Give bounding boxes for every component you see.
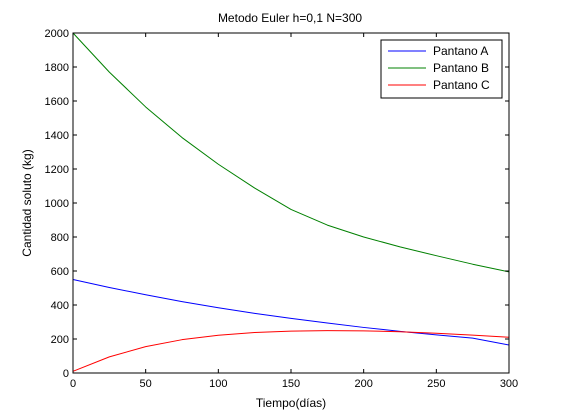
y-tick-label: 0	[63, 368, 69, 380]
x-tick-label: 200	[354, 378, 372, 390]
y-tick-label: 200	[51, 334, 69, 346]
y-tick-label: 800	[51, 232, 69, 244]
legend-label: Pantano B	[433, 61, 489, 75]
series-layer	[72, 32, 510, 372]
y-tick-label: 600	[51, 266, 69, 278]
x-tick-label: 250	[427, 378, 445, 390]
x-axis-ticks: 0 50 100 150 200 250 300	[70, 33, 518, 390]
x-tick-label: 100	[209, 378, 227, 390]
y-tick-label: 1600	[45, 96, 69, 108]
legend-label: Pantano C	[433, 78, 490, 92]
series-line-pantano-c	[72, 330, 510, 372]
x-tick-label: 0	[70, 378, 76, 390]
legend-label: Pantano A	[433, 44, 488, 58]
legend-box	[380, 39, 503, 99]
legend: Pantano A Pantano B Pantano C	[380, 39, 503, 99]
chart-title: Metodo Euler h=0,1 N=300	[218, 11, 362, 25]
x-tick-label: 50	[140, 378, 152, 390]
x-tick-label: 300	[500, 378, 518, 390]
y-tick-label: 1200	[45, 164, 69, 176]
legend-items: Pantano A Pantano B Pantano C	[388, 44, 490, 92]
x-axis-label: Tiempo(días)	[256, 396, 326, 410]
y-tick-label: 400	[51, 300, 69, 312]
x-tick-label: 150	[282, 378, 300, 390]
y-tick-label: 1000	[45, 198, 69, 210]
y-axis-ticks: 0 200 400 600 800 1000 1200 1400 1600 1800 2000	[45, 28, 509, 380]
y-tick-label: 1800	[45, 62, 69, 74]
series-line-pantano-b	[72, 32, 510, 273]
series-line-pantano-a	[72, 279, 510, 346]
y-tick-label: 1400	[45, 130, 69, 142]
y-axis-label: Cantidad soluto (kg)	[20, 149, 34, 256]
y-tick-label: 2000	[45, 28, 69, 40]
